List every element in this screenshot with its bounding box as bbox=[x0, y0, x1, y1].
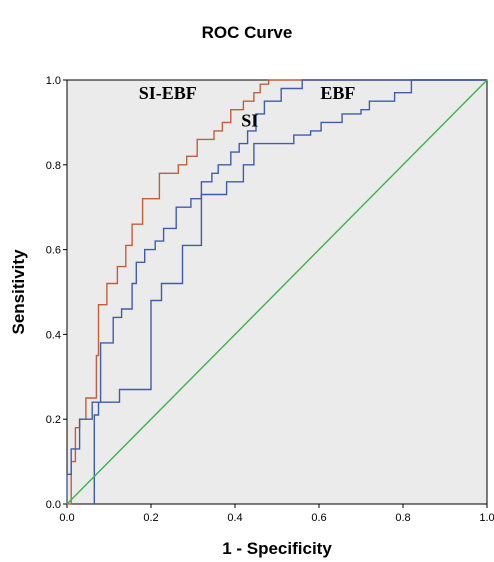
x-axis-ticks: 0.0 0.2 0.4 0.6 0.8 1.0 bbox=[59, 504, 494, 524]
y-tick-label: 0.8 bbox=[46, 160, 61, 172]
y-tick-label: 1.0 bbox=[46, 75, 61, 87]
series-group bbox=[66, 79, 488, 505]
x-tick-label: 1.0 bbox=[479, 512, 494, 524]
y-tick-label: 0.0 bbox=[46, 499, 61, 511]
x-tick-label: 0.0 bbox=[59, 512, 74, 524]
annotation-si: SI bbox=[241, 111, 258, 131]
series-line-si-ebf bbox=[67, 79, 487, 505]
annotation-ebf: EBF bbox=[320, 83, 355, 103]
y-tick-label: 0.6 bbox=[46, 245, 61, 257]
y-axis-ticks: 0.0 0.2 0.4 0.6 0.8 1.0 bbox=[46, 75, 67, 511]
annotation-group: SI-EBF SI EBF bbox=[139, 83, 356, 131]
x-axis-label: 1 - Specificity bbox=[222, 539, 332, 558]
x-tick-label: 0.2 bbox=[143, 512, 158, 524]
series-line-ebf bbox=[93, 79, 487, 504]
y-tick-label: 0.4 bbox=[46, 329, 61, 341]
y-axis-label: Sensitivity bbox=[9, 249, 28, 335]
x-tick-label: 0.4 bbox=[227, 512, 242, 524]
series-line-reference-line bbox=[66, 79, 488, 505]
x-tick-label: 0.8 bbox=[395, 512, 410, 524]
chart-title: ROC Curve bbox=[202, 23, 293, 42]
y-tick-label: 0.2 bbox=[46, 414, 61, 426]
x-tick-label: 0.6 bbox=[311, 512, 326, 524]
annotation-si-ebf: SI-EBF bbox=[139, 83, 197, 103]
